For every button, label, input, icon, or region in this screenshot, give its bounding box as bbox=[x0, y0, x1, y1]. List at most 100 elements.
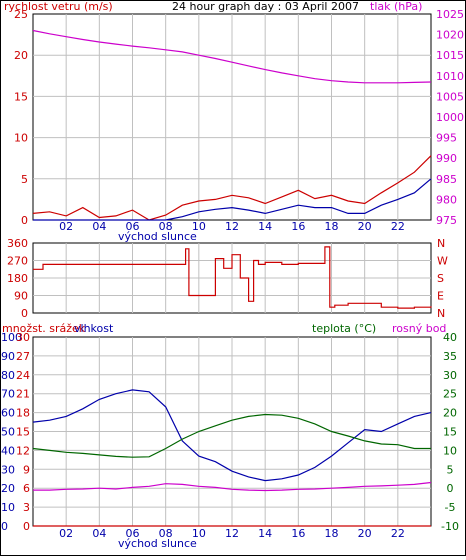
humidity-axis-label: vlhkost bbox=[74, 322, 114, 335]
direction-tick-label: 0 bbox=[21, 307, 28, 320]
dewpoint-line bbox=[33, 481, 432, 492]
x-tick-label: 08 bbox=[159, 220, 173, 233]
temperature-tick-label: 20 bbox=[443, 407, 457, 420]
x-tick-label: 14 bbox=[258, 220, 272, 233]
temperature-tick-label: 35 bbox=[443, 350, 457, 363]
pressure-tick-label: 1015 bbox=[436, 49, 464, 62]
humidity-tick-label: 50 bbox=[1, 426, 15, 439]
humidity-tick-label: 70 bbox=[1, 388, 15, 401]
humidity-tick-label: 100 bbox=[1, 331, 22, 344]
dewpoint-axis-label: rosný bod bbox=[392, 322, 446, 335]
rain-tick-label: 0 bbox=[23, 520, 30, 533]
rain-tick-label: 24 bbox=[16, 369, 30, 382]
temperature-tick-label: -5 bbox=[445, 501, 456, 514]
sunrise-label-bottom: východ slunce bbox=[118, 537, 197, 550]
x-tick-label: 04 bbox=[92, 220, 106, 233]
pressure-tick-label: 975 bbox=[436, 214, 457, 227]
x-tick-label: 20 bbox=[358, 220, 372, 233]
x-tick-label: 20 bbox=[358, 527, 372, 540]
pressure-tick-label: 980 bbox=[436, 193, 457, 206]
wind-direction-line bbox=[33, 246, 432, 309]
rain-tick-label: 6 bbox=[23, 482, 30, 495]
wind-tick-label: 0 bbox=[21, 214, 28, 227]
pressure-tick-label: 995 bbox=[436, 132, 457, 145]
wind-line bbox=[33, 178, 432, 221]
wind-tick-label: 5 bbox=[21, 173, 28, 186]
rain-tick-label: 21 bbox=[16, 388, 30, 401]
x-tick-label: 10 bbox=[192, 527, 206, 540]
x-tick-label: 18 bbox=[325, 220, 339, 233]
rain-tick-label: 9 bbox=[23, 463, 30, 476]
compass-tick-label: N bbox=[437, 307, 445, 320]
x-tick-label: 22 bbox=[391, 220, 405, 233]
rain-tick-label: 15 bbox=[16, 426, 30, 439]
compass-tick-label: N bbox=[437, 237, 445, 250]
x-tick-label: 16 bbox=[291, 527, 305, 540]
pressure-tick-label: 1000 bbox=[436, 111, 464, 124]
x-tick-label: 18 bbox=[325, 527, 339, 540]
rain-tick-label: 18 bbox=[16, 407, 30, 420]
temperature-tick-label: 10 bbox=[443, 444, 457, 457]
wind-tick-label: 25 bbox=[14, 8, 28, 21]
pressure-tick-label: 1005 bbox=[436, 90, 464, 103]
x-tick-label: 02 bbox=[59, 527, 73, 540]
humidity-line bbox=[32, 389, 432, 482]
rain-tick-label: 12 bbox=[16, 444, 30, 457]
temperature-axis-label: teplota (°C) bbox=[312, 322, 376, 335]
pressure-tick-label: 1020 bbox=[436, 29, 464, 42]
x-tick-label: 14 bbox=[258, 527, 272, 540]
x-tick-label: 12 bbox=[225, 527, 239, 540]
rain-tick-label: 3 bbox=[23, 501, 30, 514]
humidity-tick-label: 10 bbox=[1, 501, 15, 514]
pressure-tick-label: 1025 bbox=[436, 8, 464, 21]
x-tick-label: 04 bbox=[92, 527, 106, 540]
x-tick-label: 02 bbox=[59, 220, 73, 233]
humidity-tick-label: 60 bbox=[1, 407, 15, 420]
direction-tick-label: 90 bbox=[14, 290, 28, 303]
pressure-tick-label: 985 bbox=[436, 173, 457, 186]
compass-tick-label: W bbox=[437, 255, 448, 268]
humidity-tick-label: 40 bbox=[1, 444, 15, 457]
wind-axis-label: rychlost vetru (m/s) bbox=[4, 0, 113, 13]
direction-tick-label: 270 bbox=[7, 255, 28, 268]
wind-tick-label: 10 bbox=[14, 132, 28, 145]
x-tick-label: 06 bbox=[126, 527, 140, 540]
temperature-tick-label: 25 bbox=[443, 388, 457, 401]
x-tick-label: 22 bbox=[391, 527, 405, 540]
wind-tick-label: 20 bbox=[14, 49, 28, 62]
x-tick-label: 16 bbox=[291, 220, 305, 233]
sunrise-label-top: východ slunce bbox=[118, 230, 197, 243]
pressure-axis-label: tlak (hPa) bbox=[370, 0, 422, 13]
temperature-tick-label: -10 bbox=[441, 520, 459, 533]
pressure-tick-label: 990 bbox=[436, 152, 457, 165]
pressure-tick-label: 1010 bbox=[436, 70, 464, 83]
temperature-tick-label: 30 bbox=[443, 369, 457, 382]
humidity-tick-label: 80 bbox=[1, 369, 15, 382]
x-tick-label: 10 bbox=[192, 220, 206, 233]
rain-tick-label: 27 bbox=[16, 350, 30, 363]
temperature-tick-label: 40 bbox=[443, 331, 457, 344]
humidity-tick-label: 30 bbox=[1, 463, 15, 476]
humidity-tick-label: 20 bbox=[1, 482, 15, 495]
temperature-tick-label: 15 bbox=[443, 426, 457, 439]
humidity-tick-label: 0 bbox=[1, 520, 8, 533]
pressure-line bbox=[32, 29, 432, 84]
wind-tick-label: 15 bbox=[14, 90, 28, 103]
direction-tick-label: 360 bbox=[7, 237, 28, 250]
x-tick-label: 12 bbox=[225, 220, 239, 233]
temperature-line bbox=[32, 413, 431, 458]
temperature-tick-label: 0 bbox=[447, 482, 454, 495]
gust-line bbox=[32, 155, 432, 221]
temperature-tick-label: 5 bbox=[447, 463, 454, 476]
rain-axis-label: množst. srážek bbox=[2, 322, 86, 335]
direction-tick-label: 180 bbox=[7, 272, 28, 285]
chart-title: 24 hour graph day : 03 April 2007 bbox=[172, 0, 359, 13]
rain-tick-label: 30 bbox=[16, 331, 30, 344]
compass-tick-label: E bbox=[437, 290, 444, 303]
x-tick-label: 06 bbox=[126, 220, 140, 233]
compass-tick-label: S bbox=[437, 272, 444, 285]
x-tick-label: 08 bbox=[159, 527, 173, 540]
humidity-tick-label: 90 bbox=[1, 350, 15, 363]
